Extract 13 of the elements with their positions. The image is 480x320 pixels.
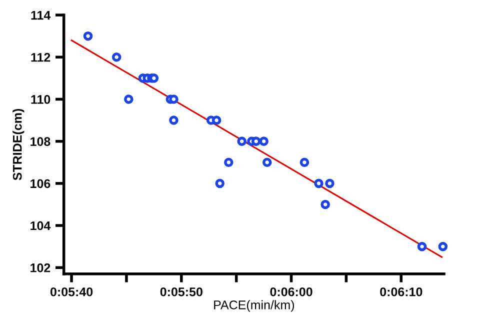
x-tick-label: 0:05:50 (160, 287, 202, 296)
y-tick-label: 108 (30, 137, 50, 146)
y-tick-label: 106 (30, 179, 50, 188)
x-axis-title: PACE(min/km) (214, 300, 294, 312)
x-tick-label: 0:06:10 (380, 287, 422, 296)
x-tick-label: 0:06:00 (270, 287, 312, 296)
y-tick-label: 114 (31, 10, 51, 20)
y-tick-label: 110 (31, 95, 50, 104)
y-tick-label: 104 (30, 221, 51, 230)
y-axis-title: STRIDE(cm) (12, 108, 24, 180)
y-tick-label: 102 (30, 263, 50, 272)
x-tick-label: 0:05:40 (50, 287, 93, 296)
y-tick-label: 112 (31, 52, 50, 62)
